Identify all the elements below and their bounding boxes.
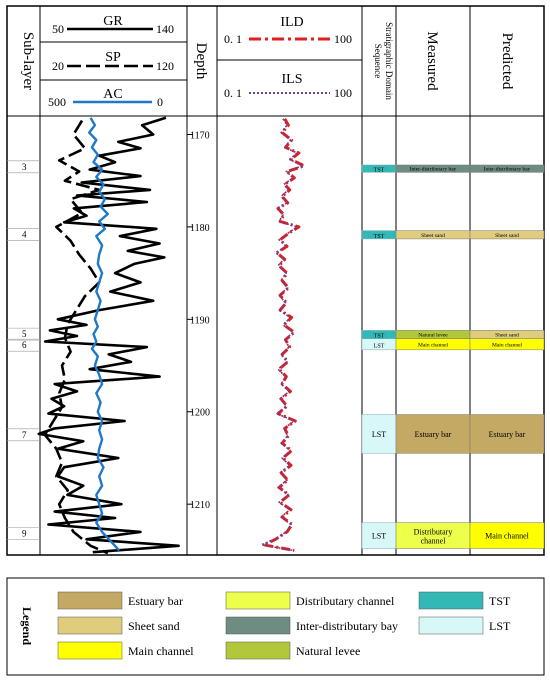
sublayer-label: 4	[22, 229, 27, 239]
legend-label: Inter-distributary bay	[296, 619, 398, 633]
sequence-header: Sequence	[373, 44, 383, 78]
sequence-box	[361, 522, 397, 549]
legend-swatch	[57, 616, 123, 635]
predicted-facies-box	[469, 338, 545, 351]
sublayer-label: 9	[22, 529, 27, 539]
sp-min: 20	[52, 59, 64, 73]
measured-facies-label: Main channel	[418, 342, 449, 348]
legend-title: Legend	[20, 607, 34, 645]
predicted-facies-label: Sheet sand	[495, 333, 519, 339]
measured-facies-label: channel	[421, 537, 447, 546]
measured-facies-box	[395, 414, 471, 454]
legend-label: LST	[489, 619, 511, 633]
legend-label: Main channel	[128, 644, 194, 658]
sublayer-label: 3	[22, 162, 27, 172]
legend-swatch	[225, 591, 291, 610]
ild-name: ILD	[280, 15, 303, 30]
legend-label: TST	[489, 594, 511, 608]
sublayer-label: 7	[22, 430, 27, 440]
ac-name: AC	[103, 87, 122, 102]
predicted-facies-box	[469, 230, 545, 240]
sp-max: 120	[156, 59, 174, 73]
ac-max: 0	[157, 95, 163, 109]
sequence-label: TST	[374, 234, 385, 240]
measured-facies-label: Distributary	[414, 528, 453, 537]
ac-min: 500	[48, 95, 66, 109]
legend-swatch	[57, 641, 123, 660]
measured-facies-box	[395, 522, 471, 549]
depth-tick-label: 1190	[190, 315, 210, 326]
predicted-facies-box	[469, 414, 545, 454]
measured-facies-label: Estuary bar	[415, 430, 452, 439]
sequence-box	[361, 414, 397, 454]
predicted-facies-label: Estuary bar	[489, 430, 526, 439]
ils-max: 100	[334, 86, 352, 100]
depth-header: Depth	[193, 43, 209, 80]
legend-swatch	[57, 591, 123, 610]
gr-curve	[37, 116, 180, 554]
gr-min: 50	[52, 22, 64, 36]
predicted-facies-label: Main channel	[492, 342, 523, 348]
sublayer-header: Sub-layer	[20, 32, 36, 90]
legend-swatch	[225, 641, 291, 660]
measured-facies-label: Sheet sand	[421, 233, 445, 239]
sequence-label: LST	[374, 343, 385, 349]
ild-min: 0. 1	[224, 32, 242, 46]
gr-name: GR	[103, 14, 123, 29]
predicted-facies-box	[469, 522, 545, 549]
legend-swatch	[418, 591, 484, 610]
predicted-header: Predicted	[499, 33, 515, 90]
legend-label: Sheet sand	[128, 619, 180, 633]
measured-header: Measured	[424, 31, 440, 91]
measured-facies-label: Inter-distributary bay	[410, 167, 457, 173]
ac-curve	[87, 117, 121, 552]
sequence-label: LST	[372, 430, 386, 439]
ils-curve	[260, 118, 304, 552]
sequence-label: LST	[372, 532, 386, 541]
legend-swatch	[225, 616, 291, 635]
predicted-facies-label: Main channel	[485, 532, 530, 541]
sequence-label: TST	[374, 168, 385, 174]
sublayer-label: 5	[22, 329, 27, 339]
measured-facies-label: Natural levee	[418, 333, 448, 339]
depth-tick-label: 1180	[190, 223, 210, 234]
legend-label: Distributary channel	[296, 594, 395, 608]
depth-tick-label: 1210	[190, 500, 210, 511]
depth-tick-label: 1170	[190, 130, 210, 141]
sublayer-label: 6	[22, 340, 27, 350]
ils-name: ILS	[282, 72, 303, 87]
predicted-facies-box	[469, 164, 545, 173]
legend-label: Estuary bar	[128, 594, 183, 608]
predicted-facies-label: Inter-distributary bay	[484, 167, 531, 173]
gr-max: 140	[156, 22, 174, 36]
legend-frame	[6, 577, 545, 676]
predicted-facies-label: Sheet sand	[495, 233, 519, 239]
ils-min: 0. 1	[224, 86, 242, 100]
sp-name: SP	[105, 50, 121, 65]
legend-swatch	[418, 616, 484, 635]
ild-max: 100	[334, 32, 352, 46]
sequence-header: Stratigraphic Domain	[384, 22, 394, 100]
main-frame	[6, 5, 545, 556]
sp-curve	[43, 119, 109, 555]
legend-label: Natural levee	[296, 644, 360, 658]
sequence-label: TST	[374, 334, 385, 340]
depth-tick-label: 1200	[190, 408, 210, 419]
